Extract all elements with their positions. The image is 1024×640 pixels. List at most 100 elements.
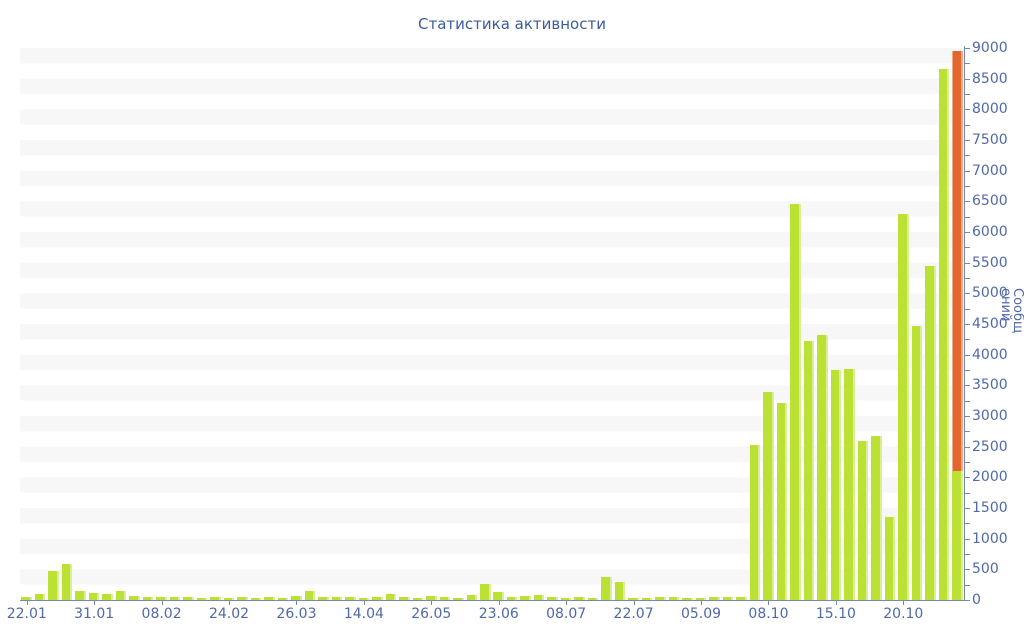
bar-orange-segment [952,51,963,472]
bar-green [857,441,869,600]
bar-green [156,596,167,600]
y-tick-label: 4500 [972,316,1008,332]
y-tick [964,446,970,448]
bar-green [938,68,950,600]
bar-green [291,596,302,600]
bar-green [61,564,73,600]
y-tick [964,124,970,126]
x-tick-label: 08.10 [748,606,789,622]
y-tick-label: 500 [972,561,999,578]
y-tick [964,308,970,310]
bar-green [884,516,896,600]
y-axis-title-line-2: ений [998,288,1013,322]
y-tick [964,216,970,218]
y-tick-label: 5000 [972,285,1008,302]
y-tick [964,492,970,494]
y-tick [964,170,970,172]
y-tick [964,354,970,356]
bar-green [587,597,599,600]
x-tick [431,600,433,605]
y-tick [964,201,970,203]
y-tick [964,416,970,417]
bar-green [453,597,464,600]
x-tick-label: 05.09 [680,606,722,622]
x-tick [363,600,365,605]
bar-green [560,598,572,600]
bar-green [210,597,221,600]
bar-green [898,213,909,600]
x-tick [835,600,837,605]
bar-green [358,597,370,600]
x-tick-label: 08.07 [546,606,587,622]
bar-green [952,471,963,600]
y-tick-label: 4000 [972,346,1008,363]
y-tick [964,584,970,586]
x-tick-label: 08.02 [141,606,182,622]
bar-green [115,590,127,600]
x-tick-label: 15.10 [815,606,856,622]
bar-green [803,341,815,600]
y-tick [964,370,970,371]
bar-green [655,597,666,600]
x-tick [161,600,163,605]
bar-green [614,582,626,600]
bar-green [830,370,842,600]
bar-green [21,596,32,600]
y-tick-label: 0 [972,592,981,608]
bar-green [223,597,235,600]
bar-green [412,598,424,600]
y-tick [964,431,970,433]
y-tick [964,508,970,509]
bar-green [844,369,855,600]
x-tick-label: 26.03 [276,606,317,622]
bar-green [426,596,437,600]
y-axis-title-line-1: Сообщ [1010,288,1024,334]
bar-green [574,597,585,600]
y-tick [964,48,970,49]
bar-green [304,591,316,600]
y-tick-label: 6000 [972,224,1008,240]
y-tick-label: 1500 [972,500,1008,516]
x-tick-label: 24.02 [208,606,250,622]
x-tick [566,600,568,605]
x-tick [903,600,905,605]
y-tick-label: 3500 [972,377,1008,394]
bar-green [318,597,329,600]
bar-green [385,593,397,600]
y-tick [964,155,970,157]
y-tick-label: 9000 [972,40,1008,56]
y-tick [964,569,970,571]
x-tick-label: 14.04 [343,606,384,622]
bar-green [88,592,100,600]
y-tick [964,538,970,540]
y-tick-label: 5500 [972,254,1008,271]
y-tick [964,78,970,80]
y-tick [964,600,970,601]
bar-green [399,597,410,600]
bar-green [817,335,828,600]
bar-green [547,596,558,600]
y-tick [964,186,970,187]
bar-green [250,597,262,600]
y-tick-label: 2500 [972,438,1008,455]
x-tick-label: 23.06 [478,606,519,622]
x-axis-line [20,600,965,601]
bar-green [183,596,194,600]
x-tick [633,600,635,605]
bar-green [736,596,747,600]
bar-green [763,392,774,600]
bar-green [749,444,761,600]
y-tick-label: 1000 [972,530,1008,547]
y-tick [964,462,970,463]
y-tick [964,63,970,65]
y-tick [964,523,970,525]
x-tick [498,600,500,605]
y-tick [964,293,970,295]
bar-green [601,576,612,600]
y-tick [964,339,970,341]
x-tick-label: 20.10 [883,606,924,622]
y-axis-title: Сообщ ений [998,288,1024,334]
y-tick [964,400,970,402]
bar-green [790,204,801,600]
bar-green [277,597,289,600]
